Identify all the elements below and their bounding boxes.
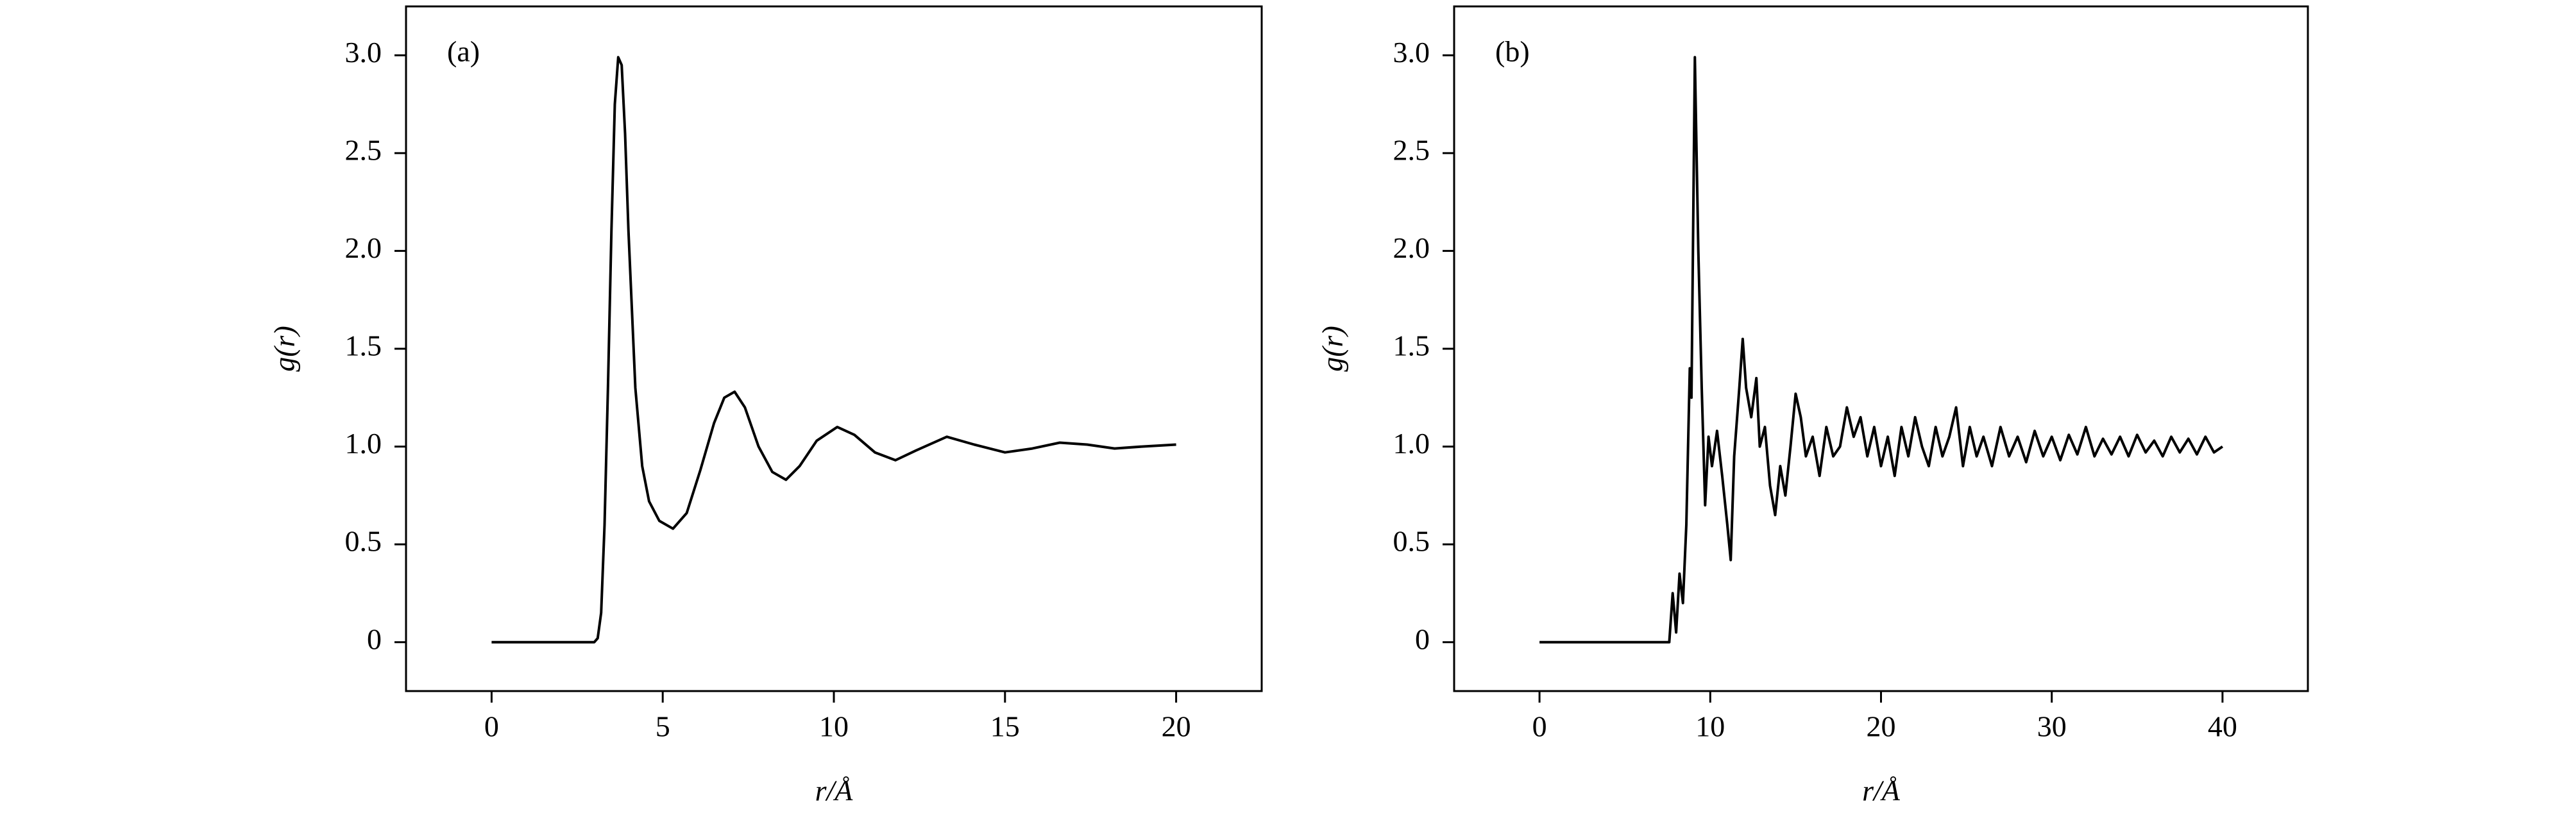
chart-panel: 0 0.5 1.0 1.5 2.0 2.5 3.0 0 10 20 30 40 r/Å g(r) (b) <box>1316 5 2309 807</box>
chart-panel: 0 0.5 1.0 1.5 2.0 2.5 3.0 0 5 10 15 20 r/Å g(r) (a) <box>268 5 1263 807</box>
x-tick-label: 5 <box>656 710 670 743</box>
x-axis-label: r/Å <box>1862 774 1901 807</box>
x-tick-label: 10 <box>1695 710 1725 743</box>
y-tick-label: 1.0 <box>345 427 382 460</box>
y-tick-label: 3.0 <box>1393 36 1430 69</box>
x-tick-label: 40 <box>2208 710 2237 743</box>
y-tick-label: 0 <box>367 622 382 655</box>
y-tick-label: 3.0 <box>345 36 382 69</box>
y-tick-label: 1.5 <box>1393 330 1430 362</box>
y-tick-label: 2.5 <box>1393 133 1430 166</box>
x-tick-label: 10 <box>819 710 849 743</box>
y-tick-label: 0.5 <box>345 525 382 558</box>
panel-label: (b) <box>1495 35 1530 68</box>
x-tick-label: 30 <box>2037 710 2067 743</box>
axes-frame <box>405 5 1263 692</box>
x-tick-label: 0 <box>484 710 499 743</box>
y-tick-label: 0.5 <box>1393 525 1430 558</box>
data-line <box>1539 56 2224 644</box>
y-axis-label: g(r) <box>268 326 301 372</box>
y-tick-label: 2.0 <box>345 231 382 264</box>
y-tick-label: 0 <box>1415 622 1430 655</box>
y-tick-label: 1.0 <box>1393 427 1430 460</box>
data-line <box>491 56 1176 644</box>
y-tick-label: 2.5 <box>345 133 382 166</box>
y-tick-label: 2.0 <box>1393 231 1430 264</box>
x-tick-label: 20 <box>1162 710 1191 743</box>
axes-frame <box>1453 5 2309 692</box>
x-tick-label: 15 <box>990 710 1020 743</box>
x-tick-label: 20 <box>1867 710 1896 743</box>
x-axis-label: r/Å <box>815 774 854 807</box>
panel-label: (a) <box>447 35 480 68</box>
y-axis-label: g(r) <box>1316 326 1349 372</box>
y-tick-label: 1.5 <box>345 330 382 362</box>
x-tick-label: 0 <box>1532 710 1547 743</box>
